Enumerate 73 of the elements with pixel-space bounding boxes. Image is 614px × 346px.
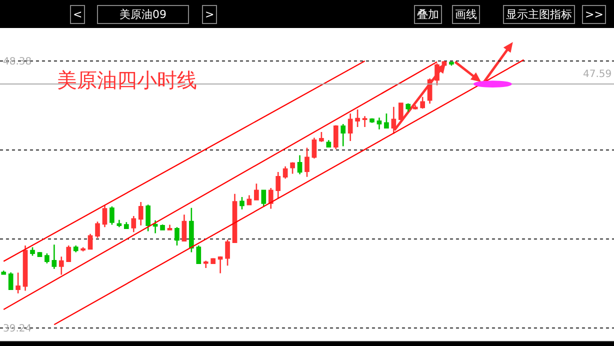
candlestick xyxy=(80,246,86,252)
candlestick xyxy=(124,222,129,230)
candlestick xyxy=(8,272,14,290)
candlestick xyxy=(376,116,382,130)
candlestick xyxy=(95,220,100,239)
candlestick xyxy=(22,244,28,292)
candlestick xyxy=(225,239,230,266)
candlestick xyxy=(44,252,50,264)
candlestick xyxy=(370,118,374,124)
candlestick xyxy=(246,194,252,206)
candlestick xyxy=(58,256,64,276)
candlestick xyxy=(167,224,172,230)
chart-subtitle: 美原油09 xyxy=(120,8,166,21)
candlestick xyxy=(210,257,216,265)
y-tick-label: 48.38 xyxy=(3,56,32,68)
candlestick xyxy=(37,251,42,257)
text: >> xyxy=(585,8,604,21)
candlestick xyxy=(152,220,158,234)
candlestick xyxy=(406,102,411,112)
candlestick xyxy=(189,207,194,253)
candlestick xyxy=(333,124,338,150)
candlestick xyxy=(297,154,302,175)
candlestick xyxy=(384,112,389,130)
candlestick xyxy=(319,131,324,143)
candlestick xyxy=(398,102,404,121)
candlestick xyxy=(290,162,295,174)
candlestick xyxy=(138,201,144,226)
candlestick xyxy=(449,62,454,66)
text: 美原油四小时线 xyxy=(57,68,197,92)
candlestick xyxy=(326,139,332,148)
candlestick xyxy=(131,215,136,233)
candlestick xyxy=(348,112,353,142)
candlestick xyxy=(182,214,187,242)
candlestick xyxy=(304,147,310,178)
candlestick xyxy=(362,116,368,128)
candlestick xyxy=(1,270,6,276)
ref-line-label: 47.59 xyxy=(583,69,612,80)
text: 画线 xyxy=(455,8,477,21)
candlestick xyxy=(110,206,114,226)
candlestick xyxy=(30,246,35,256)
candlestick xyxy=(73,244,78,253)
candlestick xyxy=(146,204,150,232)
text: 叠加 xyxy=(417,8,439,21)
candlestick xyxy=(261,190,266,208)
y-tick-label: 39.24 xyxy=(3,323,32,334)
text: < xyxy=(73,8,82,21)
candlestick xyxy=(52,244,57,270)
candlestick xyxy=(160,224,165,230)
candlestick xyxy=(312,137,317,160)
candlestick xyxy=(420,96,425,110)
candlestick xyxy=(391,106,396,134)
candlestick xyxy=(427,78,432,104)
text: > xyxy=(205,8,214,21)
candlestick xyxy=(218,256,223,274)
candlestick xyxy=(232,193,238,243)
candlestick xyxy=(66,244,72,262)
candlestick xyxy=(174,226,180,246)
candlestick xyxy=(16,272,20,294)
candlestick xyxy=(240,196,244,210)
candlestick xyxy=(254,182,259,200)
candlestick xyxy=(340,123,346,147)
candlestick xyxy=(88,233,93,250)
text: 显示主图指标 xyxy=(506,8,572,21)
candlestick xyxy=(276,171,281,200)
candlestick xyxy=(196,244,202,265)
candlestick xyxy=(102,204,108,228)
candlestick xyxy=(282,166,288,180)
candlestick xyxy=(412,104,418,110)
candlestick xyxy=(203,260,208,269)
candlestick xyxy=(268,187,274,210)
candlestick xyxy=(355,108,360,128)
candlestick xyxy=(434,62,440,86)
candlestick xyxy=(116,219,122,228)
